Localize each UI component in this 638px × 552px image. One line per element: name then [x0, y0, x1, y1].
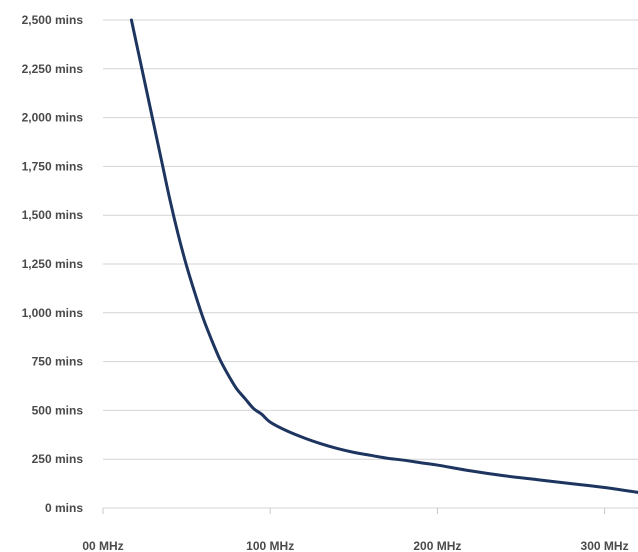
series-line	[129, 18, 638, 494]
x-tick-label: 100 MHz	[246, 539, 294, 552]
y-tick-label: 750 mins	[32, 355, 84, 369]
y-tick-label: 2,250 mins	[22, 62, 84, 76]
gridlines	[103, 19, 638, 509]
series-layer	[129, 18, 638, 494]
y-tick-label: 250 mins	[32, 452, 84, 466]
y-axis-tick-labels: 0 mins 250 mins 500 mins 750 mins 1,000 mins…	[22, 13, 84, 515]
y-tick-label: 1,000 mins	[22, 306, 84, 320]
y-tick-label: 1,750 mins	[22, 159, 84, 173]
y-tick-label: 2,500 mins	[22, 13, 84, 27]
y-tick-label: 1,500 mins	[22, 208, 84, 222]
x-tick-label: 300 MHz	[581, 539, 629, 552]
x-axis-tick-labels: 00 MHz 100 MHz 200 MHz 300 MHz	[82, 539, 628, 552]
x-axis-tick-marks	[102, 508, 606, 514]
y-tick-label: 2,000 mins	[22, 111, 84, 125]
y-tick-label: 0 mins	[45, 501, 83, 515]
x-tick-label: 00 MHz	[82, 539, 123, 552]
x-tick-label: 200 MHz	[413, 539, 461, 552]
y-tick-label: 1,250 mins	[22, 257, 84, 271]
y-tick-label: 500 mins	[32, 403, 84, 417]
